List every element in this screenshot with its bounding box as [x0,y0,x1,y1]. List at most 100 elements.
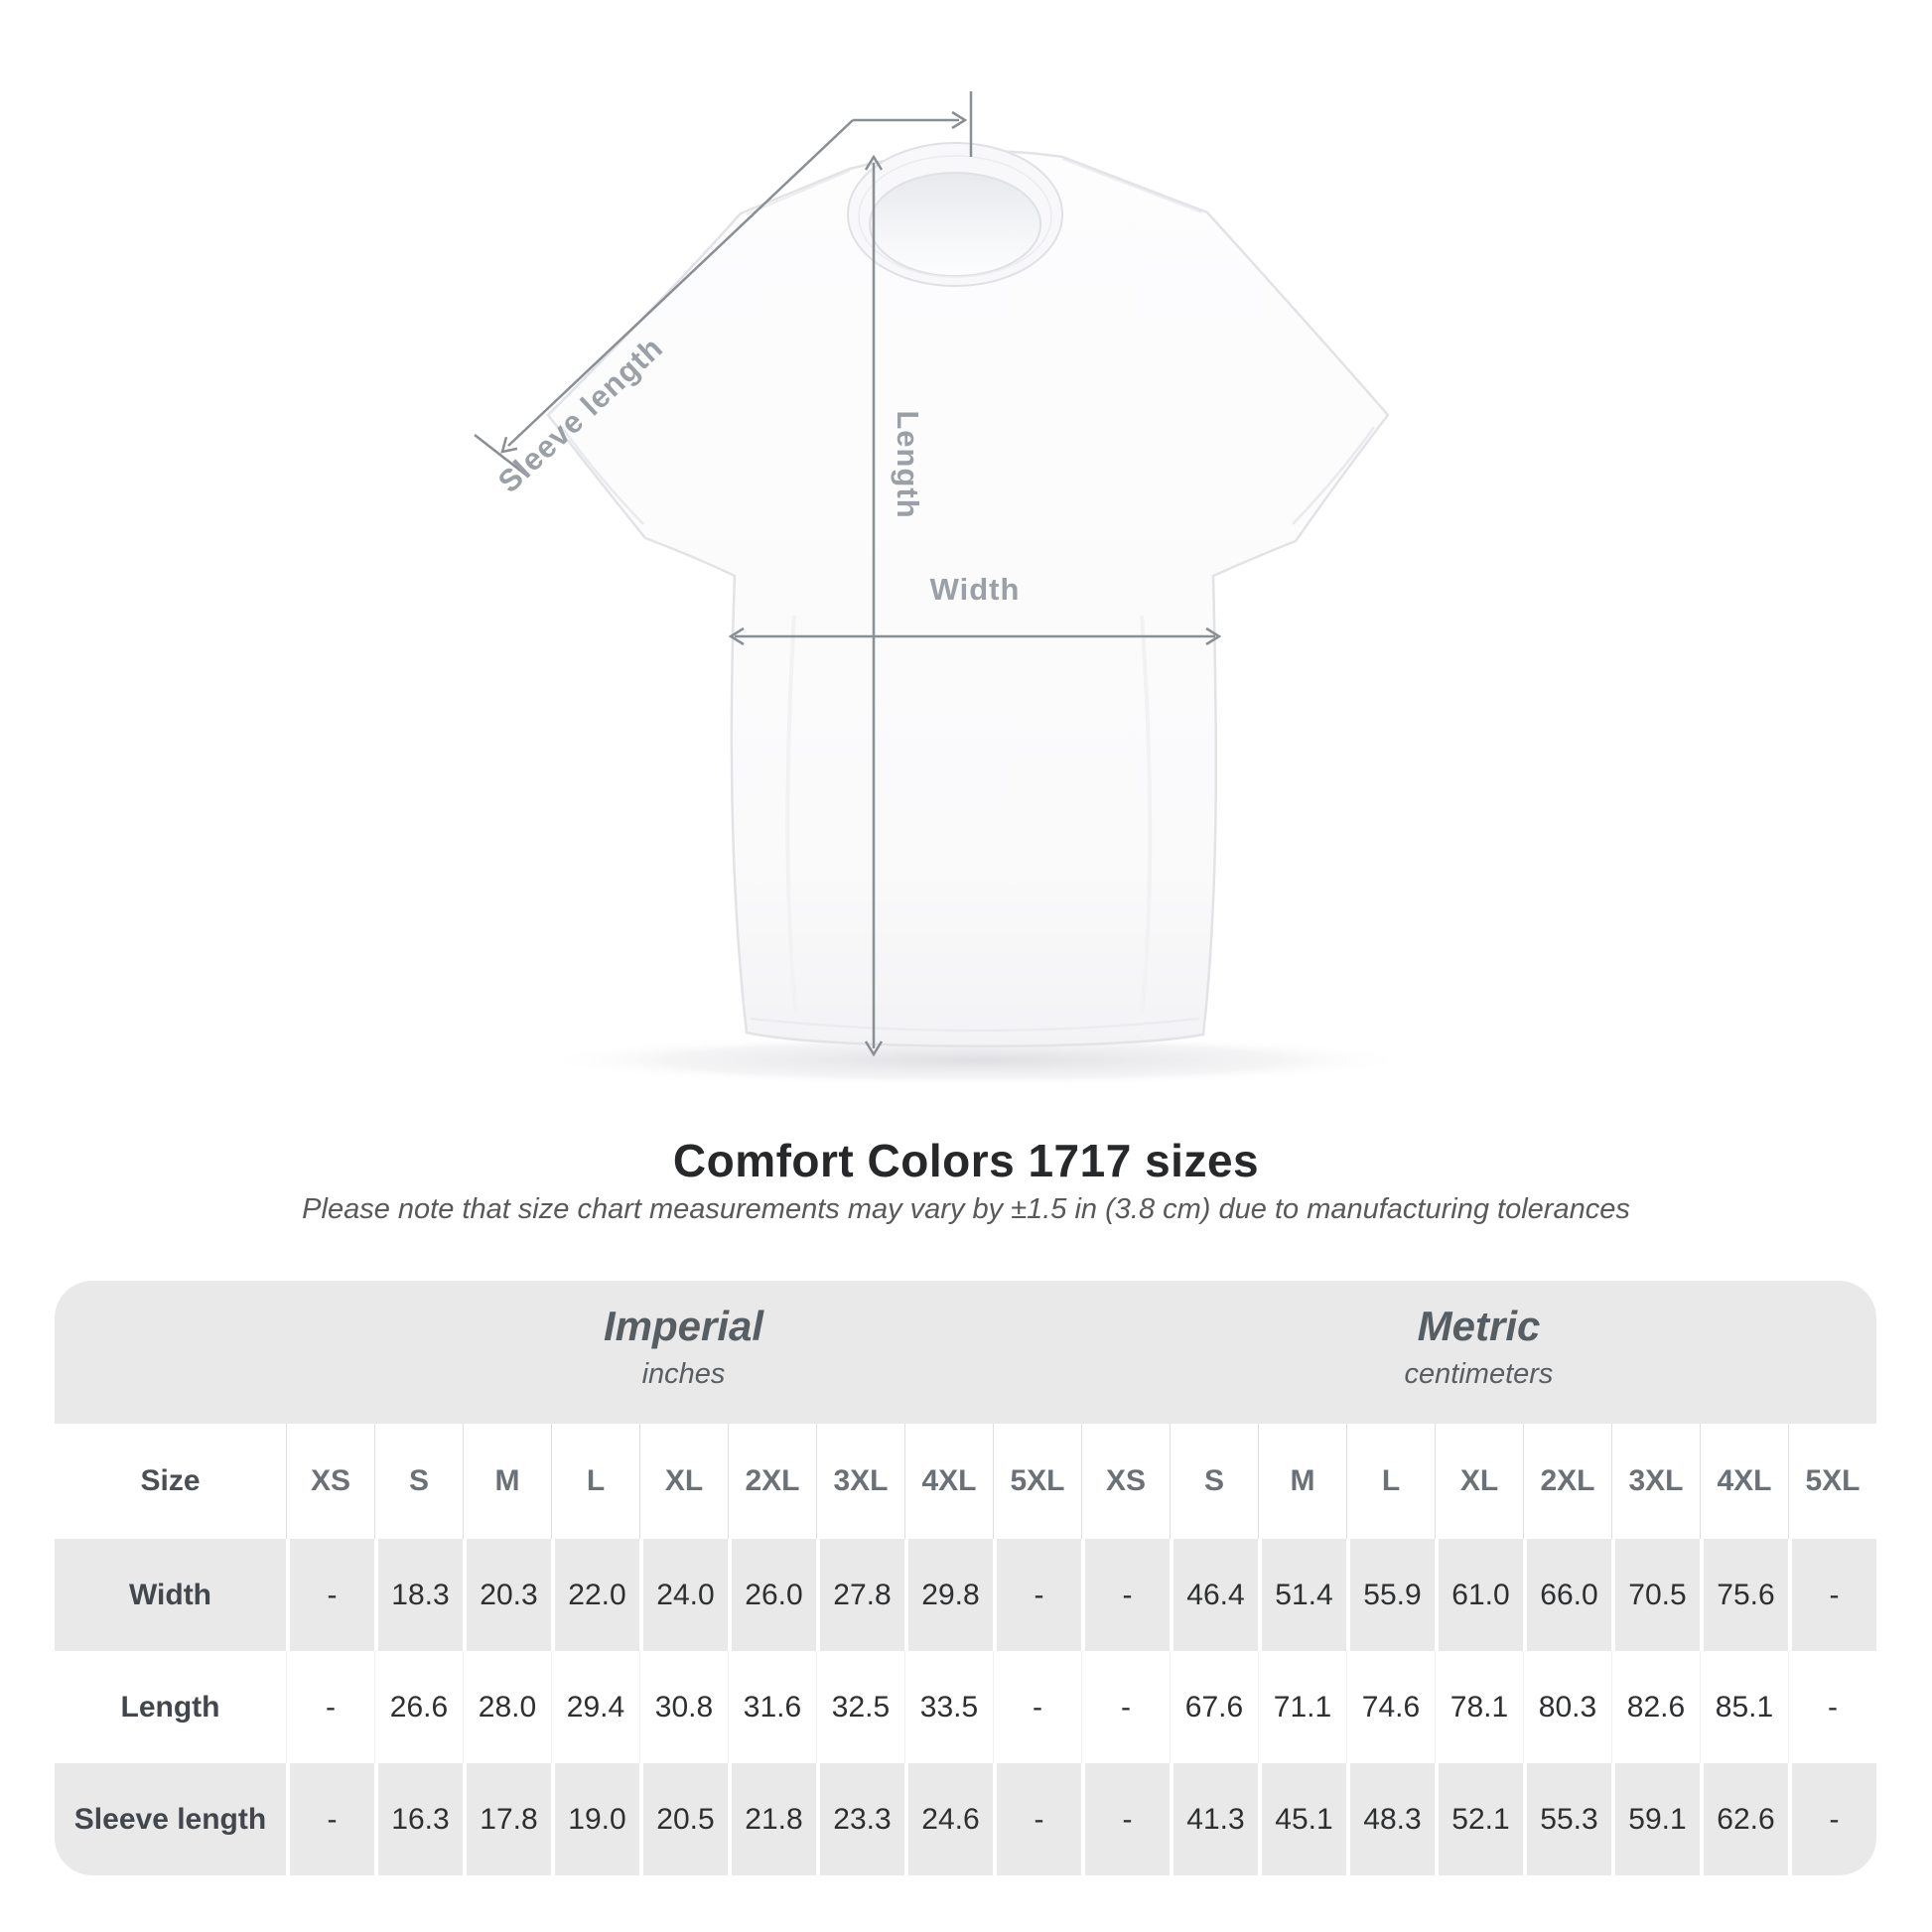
value-cell: 55.9 [1346,1539,1435,1651]
value-cell: - [286,1763,374,1875]
value-cell: - [993,1651,1081,1763]
collar-stitch [858,155,1052,278]
size-col-header: XL [639,1424,728,1539]
size-header-row: Size XS S M L XL 2XL 3XL 4XL 5XL XS S M … [55,1424,1876,1539]
value-cell: 48.3 [1346,1763,1435,1875]
size-col-header: XL [1435,1424,1523,1539]
size-col-header: 5XL [1788,1424,1876,1539]
value-cell: 20.5 [639,1763,728,1875]
page-title: Comfort Colors 1717 sizes [672,1135,1260,1186]
size-col-header: L [551,1424,639,1539]
value-cell: 78.1 [1435,1651,1523,1763]
size-col-header: 4XL [1700,1424,1788,1539]
collar-opening [870,173,1040,276]
size-col-header: XS [1081,1424,1170,1539]
value-cell: - [286,1539,374,1651]
tshirt-figure [474,91,1412,1086]
row-label: Length [55,1651,286,1763]
value-cell: 21.8 [728,1763,816,1875]
right-cuff-seam [1292,426,1376,525]
size-col-header: 4XL [904,1424,993,1539]
value-cell: 27.8 [816,1539,904,1651]
size-col-header: M [1258,1424,1346,1539]
arrowhead-length-top [864,154,884,171]
metric-title: Metric [1417,1303,1541,1349]
size-col-header: S [1170,1424,1258,1539]
collar-band [847,142,1064,287]
value-cell: 26.0 [728,1539,816,1651]
value-cell: - [993,1763,1081,1875]
value-cell: - [286,1651,374,1763]
value-cell: 18.3 [374,1539,463,1651]
value-cell: 59.1 [1611,1763,1700,1875]
value-cell: 24.6 [904,1763,993,1875]
hem-seam [750,1017,1200,1033]
sleeve-length-arrow [507,119,854,447]
value-cell: - [1081,1763,1170,1875]
table-row-length: Length - 26.6 28.0 29.4 30.8 31.6 32.5 3… [55,1651,1876,1763]
value-cell: 20.3 [463,1539,551,1651]
table-row-width: Width - 18.3 20.3 22.0 24.0 26.0 27.8 29… [55,1539,1876,1651]
value-cell: 41.3 [1170,1763,1258,1875]
row-label: Width [55,1539,286,1651]
wrinkle [1140,615,1153,1014]
value-cell: - [1081,1539,1170,1651]
table-row-sleeve-length: Sleeve length - 16.3 17.8 19.0 20.5 21.8… [55,1763,1876,1875]
value-cell: 85.1 [1700,1651,1788,1763]
length-label: Length [891,410,925,519]
size-col-header: 2XL [728,1424,816,1539]
value-cell: - [1788,1763,1876,1875]
tolerance-note: Please note that size chart measurements… [302,1193,1630,1225]
value-cell: 70.5 [1611,1539,1700,1651]
value-cell: - [1788,1539,1876,1651]
right-shoulder-seam [1061,158,1202,213]
arrowhead-width-right [1205,626,1222,646]
row-label: Sleeve length [55,1763,286,1875]
size-col-header: 3XL [1611,1424,1700,1539]
size-col-header: M [463,1424,551,1539]
arrowhead-right [951,110,968,130]
value-cell: 29.4 [551,1651,639,1763]
imperial-unit: inches [641,1358,726,1390]
value-cell: 74.6 [1346,1651,1435,1763]
value-cell: - [1081,1651,1170,1763]
value-cell: - [993,1539,1081,1651]
size-col-header: XS [286,1424,374,1539]
left-cuff-seam [560,426,644,525]
left-shoulder-seam [746,170,851,215]
shirt-shadow [538,1035,1412,1086]
value-cell: 33.5 [904,1651,993,1763]
arrowhead-sleeve-end [500,436,518,454]
size-column-header: Size [140,1464,201,1497]
value-cell: 62.6 [1700,1763,1788,1875]
value-cell: 61.0 [1435,1539,1523,1651]
size-table: Imperial inches Metric centimeters Size … [55,1281,1876,1875]
value-cell: - [1788,1651,1876,1763]
value-cell: 29.8 [904,1539,993,1651]
value-cell: 26.6 [374,1651,463,1763]
arrowhead-width-left [728,626,745,646]
arrowhead-length-bottom [864,1040,884,1057]
value-cell: 75.6 [1700,1539,1788,1651]
value-cell: 19.0 [551,1763,639,1875]
value-cell: 71.1 [1258,1651,1346,1763]
size-col-header: 3XL [816,1424,904,1539]
value-cell: 55.3 [1523,1763,1611,1875]
size-col-header: S [374,1424,463,1539]
value-cell: 45.1 [1258,1763,1346,1875]
value-cell: 16.3 [374,1763,463,1875]
value-cell: 51.4 [1258,1539,1346,1651]
value-cell: 80.3 [1523,1651,1611,1763]
size-col-header: 2XL [1523,1424,1611,1539]
value-cell: 22.0 [551,1539,639,1651]
value-cell: 66.0 [1523,1539,1611,1651]
value-cell: 52.1 [1435,1763,1523,1875]
value-cell: 17.8 [463,1763,551,1875]
imperial-title: Imperial [603,1303,764,1349]
value-cell: 30.8 [639,1651,728,1763]
value-cell: 82.6 [1611,1651,1700,1763]
imperial-group-header: Imperial inches [286,1281,1081,1424]
metric-unit: centimeters [1404,1358,1554,1390]
size-col-header: L [1346,1424,1435,1539]
